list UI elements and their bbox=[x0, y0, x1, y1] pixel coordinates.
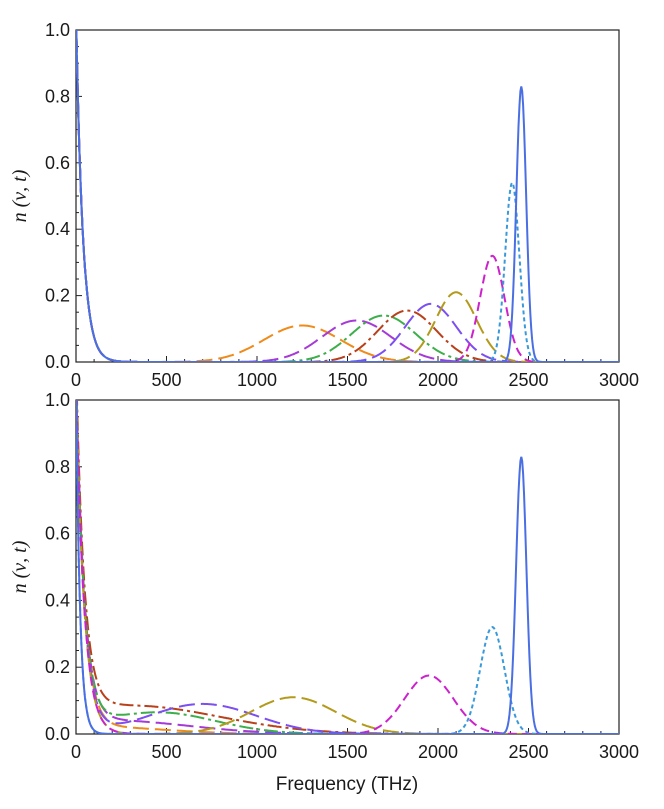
y-tick-label: 0.2 bbox=[45, 657, 70, 677]
top-panel: n (ν, t) 0 500 1000 1500 2000 2500 30000.00.20… bbox=[9, 20, 639, 390]
x-tick-label: 0 bbox=[71, 370, 81, 390]
bottom-plot-frame bbox=[75, 399, 620, 735]
x-tick-label: 1500 bbox=[327, 370, 367, 390]
x-tick-label: 2500 bbox=[508, 742, 548, 762]
x-tick-label: 1500 bbox=[327, 742, 367, 762]
y-tick-label: 0.6 bbox=[45, 524, 70, 544]
series-line bbox=[76, 400, 619, 734]
series-line bbox=[76, 400, 619, 734]
y-tick-label: 1.0 bbox=[45, 390, 70, 410]
x-tick-label: 2500 bbox=[508, 370, 548, 390]
series-line bbox=[76, 400, 619, 734]
series-line bbox=[76, 400, 619, 734]
y-tick-label: 0.4 bbox=[45, 219, 70, 239]
x-tick-label: 500 bbox=[151, 370, 181, 390]
series-line bbox=[76, 400, 619, 734]
x-tick-label: 0 bbox=[71, 742, 81, 762]
series-line bbox=[76, 400, 619, 734]
y-tick-label: 0.8 bbox=[45, 86, 70, 106]
series-line bbox=[76, 30, 619, 362]
y-tick-label: 0.2 bbox=[45, 286, 70, 306]
x-tick-label: 1000 bbox=[237, 370, 277, 390]
series-line bbox=[76, 400, 619, 734]
series-line bbox=[76, 30, 619, 362]
x-tick-label: 1000 bbox=[237, 742, 277, 762]
x-tick-label: 3000 bbox=[599, 370, 639, 390]
y-tick-label: 0.4 bbox=[45, 590, 70, 610]
top-ticks: 0 500 1000 1500 2000 2500 3000 0.0 0.2 0.4 0.6 0.8 1… bbox=[45, 20, 639, 390]
series-line bbox=[76, 30, 619, 362]
bottom-panel: n (ν, t) 0 500 1000 1500 2000 2500 30000.00.20… bbox=[9, 390, 639, 795]
series-line bbox=[76, 30, 619, 362]
y-tick-label: 0.0 bbox=[45, 724, 70, 744]
series-line bbox=[76, 30, 619, 362]
y-tick-label: 0.6 bbox=[45, 153, 70, 173]
series-line bbox=[76, 30, 619, 362]
top-curves bbox=[76, 30, 619, 362]
bottom-curves bbox=[76, 400, 619, 734]
y-tick-label: 1.0 bbox=[45, 20, 70, 40]
x-tick-label: 500 bbox=[151, 742, 181, 762]
x-tick-label: 2000 bbox=[418, 370, 458, 390]
top-y-axis-label: n (ν, t) bbox=[9, 169, 31, 222]
x-axis-label: Frequency (THz) bbox=[276, 774, 419, 795]
x-tick-label: 3000 bbox=[599, 742, 639, 762]
x-tick-label: 2000 bbox=[418, 742, 458, 762]
y-tick-label: 0.8 bbox=[45, 457, 70, 477]
series-line bbox=[76, 30, 619, 362]
y-tick-label: 0.0 bbox=[45, 352, 70, 372]
series-line bbox=[76, 400, 619, 734]
series-line bbox=[76, 400, 619, 734]
series-line bbox=[76, 30, 619, 362]
bottom-y-axis-label: n (ν, t) bbox=[9, 540, 31, 593]
top-plot-frame bbox=[75, 29, 620, 363]
series-line bbox=[76, 30, 619, 362]
bottom-ticks: 0 500 1000 1500 2000 2500 3000 0.0 0.2 0.4 0.6 0.8 1… bbox=[45, 390, 639, 762]
